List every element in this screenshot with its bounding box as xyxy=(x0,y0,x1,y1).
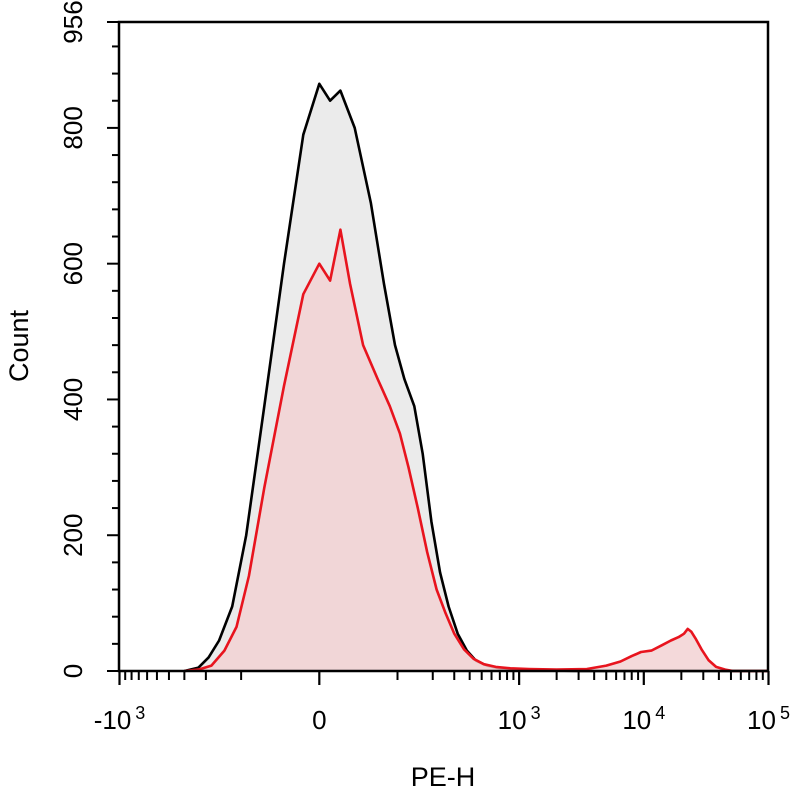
y-tick-label: 800 xyxy=(58,106,88,149)
x-tick-label: 10 4 xyxy=(622,703,665,735)
y-tick-label: 200 xyxy=(58,514,88,557)
y-tick-label: 400 xyxy=(58,378,88,421)
y-tick-label: 956 xyxy=(58,0,88,43)
y-tick-label: 600 xyxy=(58,242,88,285)
series-2-fill xyxy=(184,229,769,671)
x-tick-label: -10 3 xyxy=(94,703,146,735)
series-2-line xyxy=(184,228,769,673)
x-tick-label: 10 5 xyxy=(747,703,790,735)
x-tick-label: 0 xyxy=(312,705,326,735)
x-axis-title: PE-H xyxy=(411,762,476,792)
plot-frame xyxy=(117,20,770,673)
y-axis: 0 200 400 600 800 956 xyxy=(58,0,119,678)
y-tick-label: 0 xyxy=(58,664,88,678)
y-axis-title: Count xyxy=(4,309,34,382)
series-layer xyxy=(184,82,769,673)
x-tick-label: 10 3 xyxy=(498,703,541,735)
x-axis: -10 3 0 10 3 10 4 10 5 xyxy=(94,671,790,735)
